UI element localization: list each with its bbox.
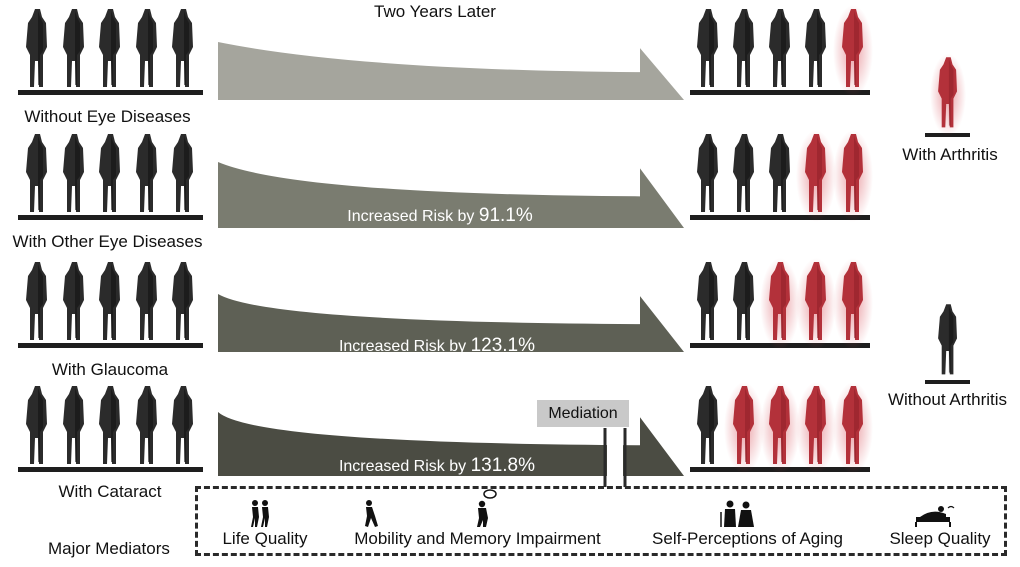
base-plate-left: [18, 343, 203, 348]
risk-label-other-eye-diseases: Increased Risk by 91.1%: [290, 205, 590, 227]
mediator-life-quality-label: Life Quality: [222, 529, 308, 548]
base-plate-left: [18, 467, 203, 472]
person-figure: [26, 9, 47, 87]
person-figure: [769, 9, 790, 87]
mediation-gap: [607, 428, 623, 490]
mediator-sleep-quality-label: Sleep Quality: [889, 529, 991, 548]
risk-value: 91.1%: [478, 205, 533, 226]
risk-prefix: Increased Risk by: [338, 338, 467, 355]
person-figure: [769, 134, 790, 212]
legend-base-no-arthritis: [925, 380, 970, 384]
sleeping-person-icon: [915, 505, 955, 527]
person-figure-arthritis: [760, 258, 800, 350]
person-figure: [136, 134, 157, 212]
person-figure: [697, 386, 718, 464]
person-figure: [805, 9, 826, 87]
risk-label-glaucoma: Increased Risk by 123.1%: [287, 335, 587, 357]
legend-without-arthritis-label: Without Arthritis: [887, 390, 1008, 409]
mediators-title: Major Mediators: [48, 539, 170, 558]
base-plate-right: [690, 215, 870, 220]
person-figure: [136, 262, 157, 340]
person-figure: [63, 134, 84, 212]
person-figure: [733, 9, 754, 87]
person-figure-arthritis: [724, 382, 764, 474]
risk-value: 131.8%: [470, 455, 536, 476]
person-figure: [697, 9, 718, 87]
mediator-mobility-memory-label: Mobility and Memory Impairment: [354, 529, 601, 548]
person-figure: [172, 134, 193, 212]
person-figure: [63, 9, 84, 87]
legend-person-with-arthritis-icon: [930, 53, 966, 137]
person-figure-arthritis: [760, 382, 800, 474]
person-figure: [733, 134, 754, 212]
legend-with-arthritis-label: With Arthritis: [902, 145, 998, 164]
risk-value: 123.1%: [470, 335, 536, 356]
person-figure: [136, 386, 157, 464]
base-plate-left: [18, 90, 203, 95]
person-figure: [697, 134, 718, 212]
person-figure: [99, 386, 120, 464]
base-plate-left: [18, 215, 203, 220]
mediator-self-perceptions-label: Self-Perceptions of Aging: [652, 529, 843, 548]
elderly-couple-icon: [720, 500, 754, 527]
couple-walking-icon: [251, 500, 269, 527]
group-label-cataract: With Cataract: [58, 482, 162, 501]
person-figure: [172, 9, 193, 87]
person-figure-arthritis: [833, 5, 873, 97]
person-figure: [26, 386, 47, 464]
thinking-person-icon: [477, 489, 497, 527]
person-figure: [63, 262, 84, 340]
group-label-glaucoma: With Glaucoma: [51, 360, 169, 379]
person-figure: [172, 386, 193, 464]
person-figure: [26, 262, 47, 340]
group-label-other-eye-diseases: With Other Eye Diseases: [12, 232, 203, 251]
risk-prefix: Increased Risk by: [347, 208, 475, 225]
diagram-title: Two Years Later: [374, 2, 496, 21]
risk-label-cataract: Increased Risk by 131.8%: [287, 455, 587, 477]
risk-arrow: [218, 42, 684, 100]
person-figure-arthritis: [833, 258, 873, 350]
group-label-without-eye-diseases: Without Eye Diseases: [24, 107, 191, 126]
person-figure: [99, 9, 120, 87]
risk-prefix: Increased Risk by: [338, 458, 467, 475]
risk-arrow: [218, 162, 684, 228]
person-figure-arthritis: [796, 382, 836, 474]
person-figure-arthritis: [833, 382, 873, 474]
risk-arrow: [218, 412, 684, 476]
person-figure: [136, 9, 157, 87]
person-figure: [99, 134, 120, 212]
legend-person-without-arthritis-icon: [938, 304, 957, 375]
person-figure-arthritis: [833, 130, 873, 222]
mediation-label: Mediation: [537, 400, 629, 427]
mediators-box: [195, 486, 1007, 556]
person-figure-arthritis: [796, 258, 836, 350]
person-figure: [697, 262, 718, 340]
person-figure-arthritis: [796, 130, 836, 222]
person-figure: [63, 386, 84, 464]
person-figure: [99, 262, 120, 340]
person-figure: [172, 262, 193, 340]
base-plate-right: [690, 90, 870, 95]
risk-arrow: [218, 294, 684, 352]
person-figure: [733, 262, 754, 340]
person-figure: [26, 134, 47, 212]
walking-person-icon: [365, 500, 378, 527]
